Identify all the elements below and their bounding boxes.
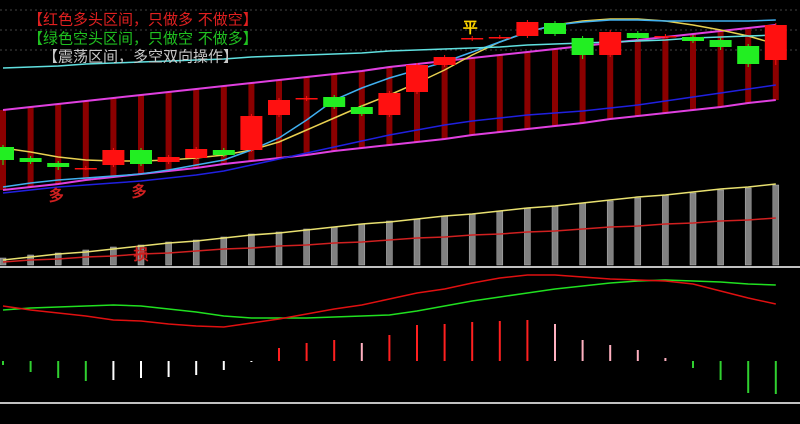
zone-bar xyxy=(579,46,586,123)
zone-bar xyxy=(55,104,62,184)
bar xyxy=(717,189,724,266)
candle-body xyxy=(19,158,42,162)
zone-bar xyxy=(165,92,172,171)
indicator-line xyxy=(2,217,776,263)
candle-body xyxy=(295,98,318,100)
candle-body xyxy=(709,40,732,47)
zone-bar xyxy=(634,40,641,116)
bar xyxy=(524,207,531,266)
candle-body xyxy=(433,57,456,65)
candle-body xyxy=(268,100,290,115)
candle-body xyxy=(626,33,649,38)
zone-bar xyxy=(496,55,503,132)
indicator-line xyxy=(2,274,776,328)
signal-label: 平 xyxy=(463,19,478,37)
zone-bar xyxy=(303,77,310,155)
legend-note: 【绿色空头区间，只做空 不做多】 xyxy=(28,30,258,48)
zone-bar xyxy=(220,86,227,164)
zone-bar xyxy=(414,64,420,142)
bar xyxy=(330,226,338,266)
candle-body xyxy=(185,149,208,158)
bar xyxy=(386,220,393,266)
candle-body xyxy=(654,36,677,38)
candle-body xyxy=(488,37,511,39)
bar xyxy=(468,213,476,266)
zone-bar xyxy=(469,58,476,135)
bar xyxy=(248,233,255,266)
bar xyxy=(137,244,145,266)
indicator-line xyxy=(2,84,776,194)
zone-bar xyxy=(690,34,696,110)
zone-bar xyxy=(276,80,282,158)
candle-body xyxy=(240,116,263,150)
candle-body xyxy=(378,93,401,115)
zone-bar xyxy=(717,31,724,107)
bar xyxy=(275,231,283,266)
candle-body xyxy=(47,163,70,167)
bar xyxy=(689,192,697,266)
candle-body xyxy=(406,65,428,92)
zone-bar xyxy=(110,98,117,177)
zone-bar xyxy=(662,37,669,113)
candle-body xyxy=(323,97,346,107)
candle-body xyxy=(0,147,14,160)
candle-body xyxy=(544,23,566,34)
candle-body xyxy=(516,22,539,36)
indicator-line xyxy=(2,183,776,261)
signal-label: 损 xyxy=(133,246,148,264)
bar xyxy=(303,228,310,266)
zone-bar xyxy=(607,43,614,119)
zone-bar xyxy=(524,52,531,129)
bar xyxy=(634,197,642,266)
zone-bar xyxy=(82,101,89,180)
zone-bar xyxy=(27,107,34,187)
signal-label: 多 xyxy=(49,187,64,205)
candle-body xyxy=(350,107,373,114)
indicator-line xyxy=(2,34,776,69)
bar xyxy=(192,239,200,266)
candle-body xyxy=(461,38,484,40)
candle-body xyxy=(74,168,97,170)
bar xyxy=(606,200,614,266)
bar xyxy=(662,194,669,266)
candle-body xyxy=(764,25,787,60)
candle-body xyxy=(130,150,152,164)
candle-body xyxy=(599,32,622,55)
bar xyxy=(413,218,421,266)
candle-body xyxy=(102,150,125,165)
legend-note: 【红色多头区间，只做多 不做空】 xyxy=(28,11,258,29)
signal-label: 多 xyxy=(131,183,146,201)
bar xyxy=(358,223,366,266)
bar xyxy=(220,236,228,266)
bar xyxy=(744,187,752,266)
candle-body xyxy=(682,37,704,41)
zone-bar xyxy=(441,61,448,139)
candle-body xyxy=(157,157,180,162)
candle-body xyxy=(212,150,235,155)
zone-bar xyxy=(552,49,558,126)
channel-line xyxy=(2,24,776,111)
zone-bar xyxy=(138,95,144,174)
bar xyxy=(551,205,559,266)
candle-body xyxy=(571,38,594,55)
bar xyxy=(772,184,780,266)
indicator-line xyxy=(2,19,776,188)
bar xyxy=(441,215,448,266)
bar xyxy=(579,202,586,266)
zone-bar xyxy=(331,74,338,151)
bar xyxy=(496,210,504,266)
zone-bar xyxy=(193,89,200,168)
legend-note: 【震荡区间，多空双向操作】 xyxy=(43,48,238,66)
candle-body xyxy=(737,46,760,64)
